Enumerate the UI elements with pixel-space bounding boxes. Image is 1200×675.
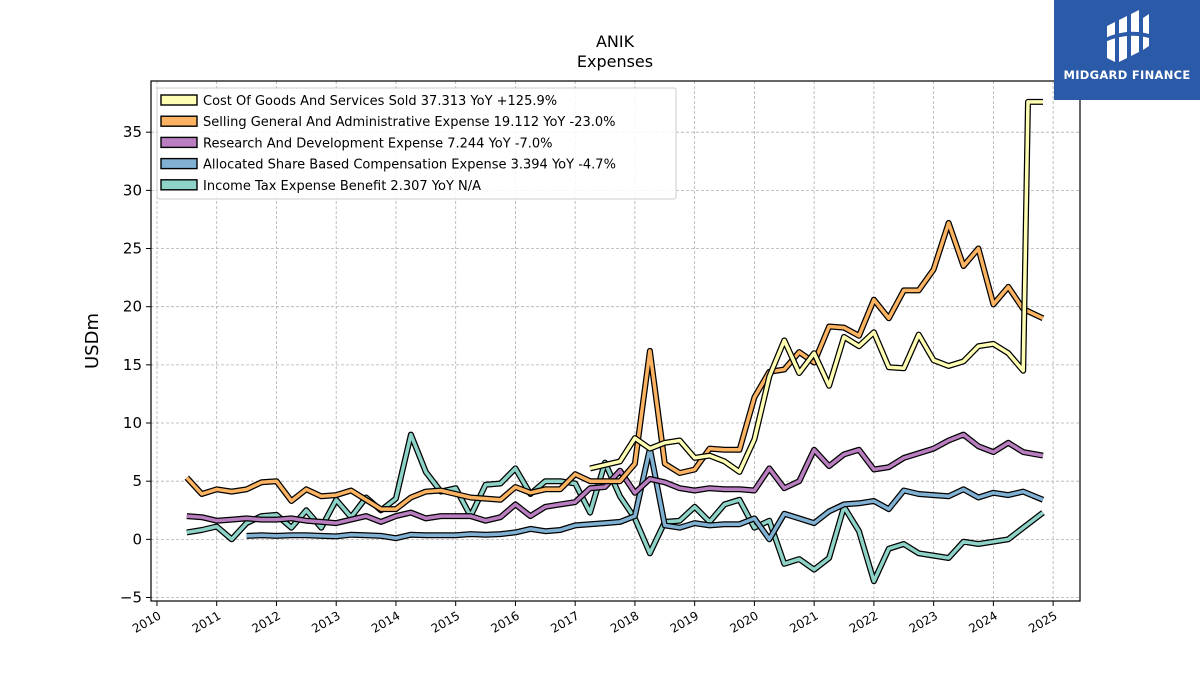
x-tick-label: 2018: [608, 608, 641, 635]
legend-box: [156, 87, 677, 200]
brand-mark-icon: [1105, 10, 1149, 62]
series-line: [185, 221, 1044, 511]
x-tick-label: 2017: [548, 608, 581, 635]
y-tick-label: 35: [123, 123, 142, 141]
legend-swatch: [160, 94, 198, 106]
y-tick-label: 20: [123, 298, 142, 316]
x-tick-label: 2013: [309, 608, 342, 635]
y-tick-label: 15: [123, 356, 142, 374]
chart-subtitle: Expenses: [577, 52, 653, 71]
legend-label: Allocated Share Based Compensation Expen…: [203, 158, 616, 173]
legend-swatch: [160, 115, 198, 127]
x-tick-label: 2010: [130, 608, 163, 635]
y-tick-label: 25: [123, 240, 142, 258]
axes-frame: [150, 80, 1081, 602]
brand-logo: MIDGARD FINANCE: [1054, 0, 1200, 100]
x-tick-label: 2012: [250, 608, 283, 635]
plot-frame: [150, 80, 1081, 602]
legend: Cost Of Goods And Services Sold 37.313 Y…: [156, 87, 677, 200]
legend-label: Selling General And Administrative Expen…: [203, 115, 616, 130]
legend-label: Research And Development Expense 7.244 Y…: [203, 136, 553, 151]
y-tick-label: −5: [120, 589, 142, 607]
x-tick-label: 2023: [907, 608, 940, 635]
x-tick-label: 2020: [727, 608, 760, 635]
legend-label: Income Tax Expense Benefit 2.307 YoY N/A: [203, 179, 481, 194]
legend-swatch: [160, 136, 198, 149]
x-tick-label: 2019: [668, 608, 701, 635]
x-tick-label: 2022: [847, 608, 880, 635]
axis-ticks: 2010 2011 2012 2013 2014 2015 2016 2017 2018 2019…: [120, 123, 1060, 636]
legend-swatch: [160, 179, 198, 191]
series-line: [589, 100, 1043, 474]
y-tick-label: 30: [123, 181, 142, 199]
series-lines: [184, 98, 1045, 585]
x-tick-label: 2024: [966, 608, 999, 635]
chart-title: ANIK: [596, 32, 635, 51]
x-tick-label: 2014: [369, 608, 402, 635]
y-tick-label: 10: [123, 414, 142, 432]
y-tick-label: 5: [132, 472, 142, 490]
x-tick-label: 2021: [787, 608, 820, 635]
legend-swatch: [160, 157, 198, 170]
brand-name: MIDGARD FINANCE: [1063, 68, 1191, 82]
x-tick-label: 2025: [1026, 608, 1059, 635]
y-axis-label: USDm: [82, 313, 103, 369]
x-tick-label: 2011: [190, 608, 223, 635]
y-tick-label: 0: [132, 530, 142, 548]
x-tick-label: 2016: [488, 608, 521, 635]
legend-label: Cost Of Goods And Services Sold 37.313 Y…: [203, 94, 557, 109]
series-line-outline: [184, 219, 1045, 513]
x-tick-label: 2015: [429, 608, 462, 635]
